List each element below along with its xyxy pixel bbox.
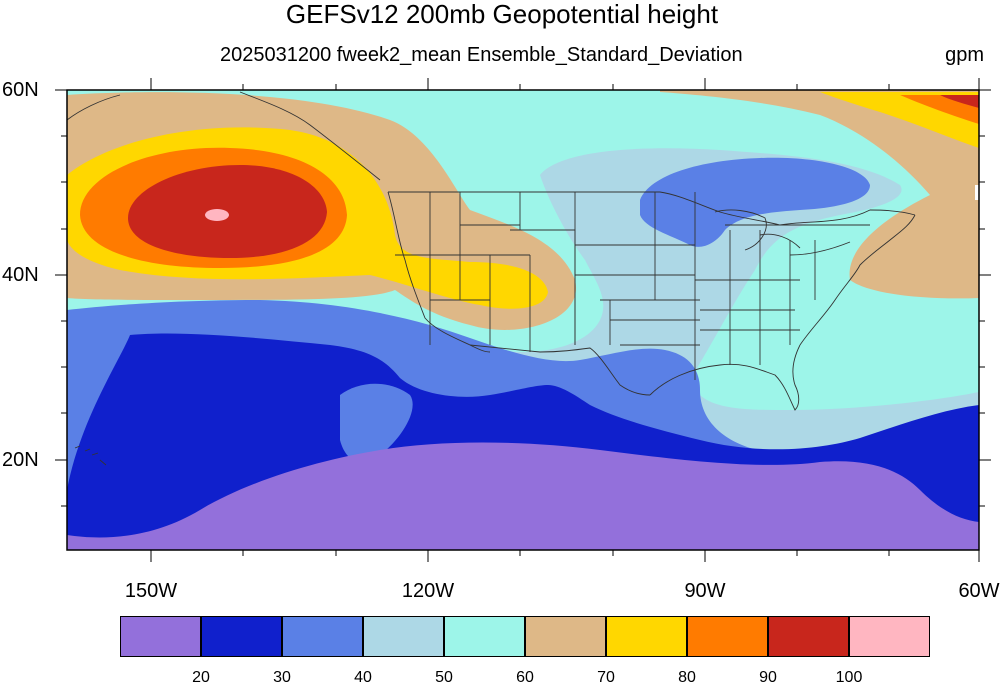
map-subtitle: 2025031200 fweek2_mean Ensemble_Standard… (220, 44, 743, 66)
contour-30-40-great-lakes (640, 157, 870, 247)
contour-60-70-ne (660, 90, 979, 299)
units-label: gpm (945, 44, 984, 66)
legend-label: 60 (516, 669, 534, 686)
contour-field (67, 90, 979, 550)
legend-label: 90 (759, 669, 777, 686)
lat-label-20n: 20N (2, 449, 39, 471)
legend-label: 80 (678, 669, 696, 686)
contour-90-100-ne (940, 95, 979, 108)
legend-swatch (201, 616, 282, 657)
us-west-coast (387, 191, 491, 353)
state-lines-central (574, 192, 700, 380)
map-title: GEFSv12 200mb Geopotential height (285, 0, 719, 29)
contour-90-100 (128, 165, 327, 258)
legend-label: 70 (597, 669, 615, 686)
gulf-coast (649, 344, 801, 411)
state-lines-east (695, 224, 870, 365)
legend-label: 30 (273, 669, 291, 686)
legend-label: 100 (835, 669, 863, 686)
lon-label-150w: 150W (124, 580, 178, 602)
legend-swatch (120, 616, 201, 657)
contour-100-plus (205, 209, 229, 221)
great-lakes (714, 209, 851, 256)
us-mexico-border (469, 344, 651, 396)
legend-swatch (525, 616, 606, 657)
canada-alaska-coast (67, 91, 381, 181)
hawaii (74, 445, 107, 466)
legend-label: 40 (354, 669, 372, 686)
legend-swatch (282, 616, 363, 657)
legend-label: 50 (435, 669, 453, 686)
legend-swatch (444, 616, 525, 657)
lat-label-40n: 40N (2, 264, 39, 286)
missing-data-patch (975, 185, 979, 200)
map-frame (66, 89, 980, 551)
tick-marks (55, 78, 991, 562)
lon-label-90w: 90W (684, 580, 726, 602)
legend-swatch (849, 616, 930, 657)
legend-swatch (363, 616, 444, 657)
legend-swatch (606, 616, 687, 657)
contour-30-40-inner (340, 383, 413, 463)
legend-label: 20 (192, 669, 210, 686)
legend-swatch (768, 616, 849, 657)
east-coast (799, 214, 916, 346)
lat-label-60n: 60N (2, 79, 39, 101)
contour-below-20 (67, 442, 979, 550)
lon-label-120w: 120W (401, 580, 455, 602)
political-boundaries (67, 91, 916, 466)
legend-swatch (687, 616, 768, 657)
lon-label-60w: 60W (958, 580, 1000, 602)
